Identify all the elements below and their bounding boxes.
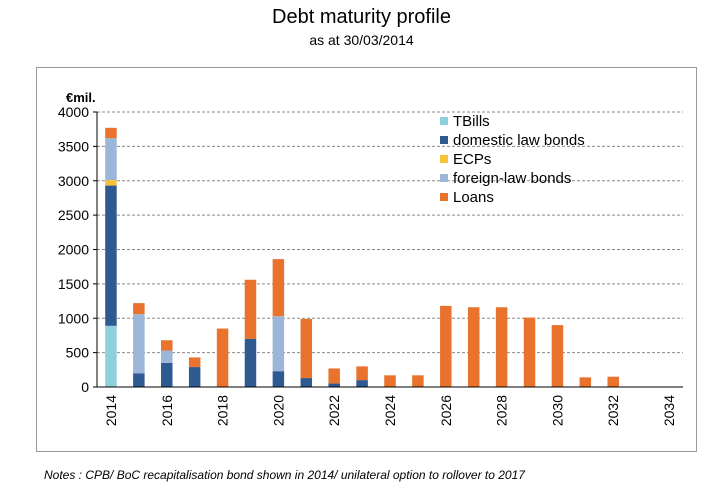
legend-swatch bbox=[440, 174, 448, 182]
chart-notes: Notes : CPB/ BoC recapitalisation bond s… bbox=[44, 468, 525, 482]
bar-segment bbox=[412, 375, 424, 387]
gridlines bbox=[97, 111, 683, 354]
bar-segment bbox=[244, 338, 257, 387]
legend-swatch bbox=[440, 117, 448, 125]
bar-segment bbox=[272, 316, 285, 372]
y-tick-label: 3500 bbox=[58, 138, 89, 154]
x-tick-label: 2032 bbox=[605, 395, 621, 426]
legend-swatch bbox=[440, 155, 448, 163]
y-tick-label: 4000 bbox=[58, 104, 89, 120]
x-tick-label: 2026 bbox=[438, 395, 454, 426]
x-tick-label: 2030 bbox=[549, 395, 565, 426]
bar-segment bbox=[161, 350, 173, 363]
bars bbox=[105, 127, 619, 387]
bar-segment bbox=[579, 377, 592, 387]
axes bbox=[93, 111, 683, 388]
bar-segment bbox=[105, 180, 117, 186]
bar-segment bbox=[440, 305, 452, 387]
x-tick-label: 2018 bbox=[215, 395, 231, 426]
y-axis-label: €mil. bbox=[66, 90, 96, 105]
x-tick-label: 2034 bbox=[661, 395, 677, 426]
y-tick-label: 1000 bbox=[58, 310, 89, 326]
bar-segment bbox=[133, 314, 145, 374]
bar-segment bbox=[356, 366, 368, 381]
bar-segment bbox=[105, 185, 117, 326]
legend-swatch bbox=[440, 193, 448, 201]
x-tick-label: 2022 bbox=[326, 395, 342, 426]
x-tick-label: 2016 bbox=[159, 395, 175, 426]
bar-segment bbox=[300, 378, 313, 387]
bar-segment bbox=[188, 367, 201, 387]
legend-label: ECPs bbox=[453, 151, 491, 168]
bar-segment bbox=[495, 307, 508, 387]
x-tick-label: 2028 bbox=[494, 395, 510, 426]
legend: TBills domestic law bonds ECPs foreign-law … bbox=[440, 113, 585, 206]
y-tick-label: 0 bbox=[81, 379, 89, 395]
bar-segment bbox=[328, 383, 340, 387]
legend-swatch bbox=[440, 136, 448, 144]
legend-label: foreign-law bonds bbox=[453, 170, 571, 187]
bar-segment bbox=[607, 376, 619, 387]
bar-segment bbox=[272, 371, 285, 387]
bar-segment bbox=[467, 307, 480, 387]
bar-segment bbox=[328, 368, 340, 384]
chart-frame bbox=[36, 67, 697, 452]
y-tick-label: 1500 bbox=[58, 276, 89, 292]
bar-segment bbox=[133, 373, 145, 387]
bar-segment bbox=[272, 259, 285, 317]
y-tick-label: 3000 bbox=[58, 173, 89, 189]
bar-segment bbox=[551, 325, 564, 387]
y-tick-label: 2000 bbox=[58, 242, 89, 258]
bar-segment bbox=[188, 357, 201, 368]
bar-segment bbox=[105, 325, 117, 387]
bar-segment bbox=[523, 317, 536, 387]
bar-segment bbox=[356, 380, 368, 387]
chart-subtitle: as at 30/03/2014 bbox=[309, 32, 414, 48]
legend-label: domestic law bonds bbox=[453, 132, 585, 149]
tick-labels: 0 500 1000 1500 2000 2500 3000 3500 4000€mil. 201… bbox=[58, 90, 677, 426]
x-tick-label: 2014 bbox=[103, 395, 119, 426]
bar-segment bbox=[161, 340, 173, 351]
x-tick-label: 2024 bbox=[382, 395, 398, 426]
x-tick-label: 2020 bbox=[270, 395, 286, 426]
bar-segment bbox=[300, 318, 313, 379]
bar-segment bbox=[384, 375, 396, 387]
bar-segment bbox=[105, 138, 117, 181]
bar-segment bbox=[133, 303, 145, 315]
bar-segment bbox=[216, 328, 229, 387]
bar-segment bbox=[105, 127, 117, 139]
legend-label: Loans bbox=[453, 189, 494, 206]
chart-title: Debt maturity profile bbox=[272, 6, 451, 28]
y-tick-label: 2500 bbox=[58, 207, 89, 223]
y-tick-label: 500 bbox=[66, 345, 90, 361]
legend-label: TBills bbox=[453, 113, 490, 130]
bar-segment bbox=[244, 279, 257, 339]
bar-segment bbox=[161, 362, 173, 387]
